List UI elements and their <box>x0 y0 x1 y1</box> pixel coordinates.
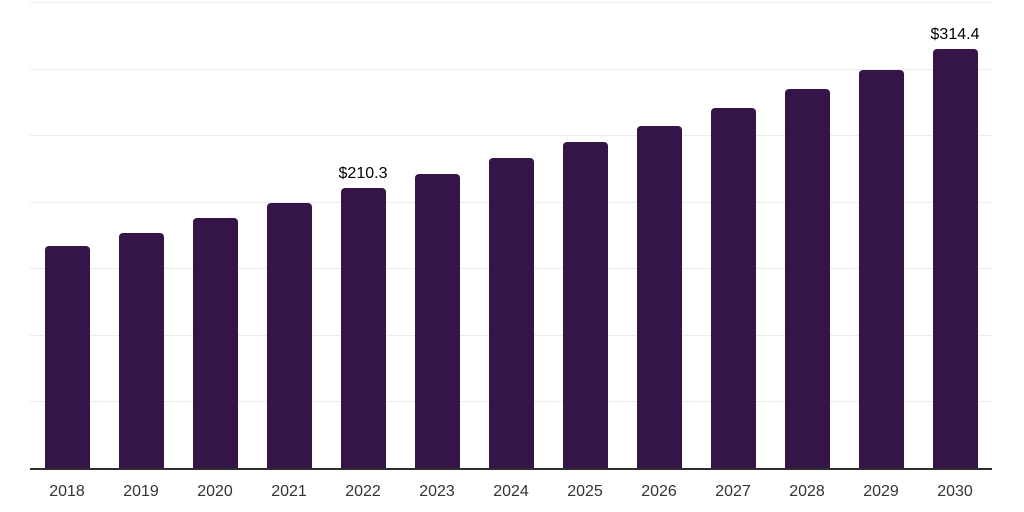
bar-2026 <box>636 125 682 468</box>
x-axis-label-2030: 2030 <box>937 483 973 500</box>
x-axis-label-2029: 2029 <box>863 483 899 500</box>
gridline <box>30 68 992 70</box>
bar-2025 <box>562 142 608 468</box>
bar-2024 <box>488 158 534 468</box>
bar-value-label-2030: $314.4 <box>930 26 980 44</box>
gridline <box>30 135 992 137</box>
x-axis-label-2022: 2022 <box>345 483 381 500</box>
bar-2020 <box>192 217 238 468</box>
bar-2023 <box>414 173 460 468</box>
x-axis: 2018 2019 2020 2021 2022 2023 2024 2025 2026 2027… <box>30 482 992 504</box>
x-axis-label-2026: 2026 <box>641 483 677 500</box>
x-axis-label-2021: 2021 <box>271 483 307 500</box>
x-axis-line <box>30 468 992 470</box>
bar-2027 <box>710 107 756 468</box>
bar-2030 <box>932 49 978 468</box>
x-axis-label-2018: 2018 <box>49 483 85 500</box>
x-axis-label-2025: 2025 <box>567 483 603 500</box>
bar-2029 <box>858 69 904 468</box>
bar-2022 <box>340 188 386 468</box>
x-axis-label-2027: 2027 <box>715 483 751 500</box>
gridline <box>30 2 992 3</box>
bar-2018 <box>44 246 90 468</box>
x-axis-label-2020: 2020 <box>197 483 233 500</box>
x-axis-label-2024: 2024 <box>493 483 529 500</box>
bar-2019 <box>118 232 164 468</box>
bar-2021 <box>266 202 312 468</box>
bar-value-label-2022: $210.3 <box>338 165 388 183</box>
x-axis-label-2019: 2019 <box>123 483 159 500</box>
x-axis-label-2023: 2023 <box>419 483 455 500</box>
x-axis-label-2028: 2028 <box>789 483 825 500</box>
bar-2028 <box>784 89 830 468</box>
plot-area: $210.3 $314.4 <box>30 2 992 468</box>
